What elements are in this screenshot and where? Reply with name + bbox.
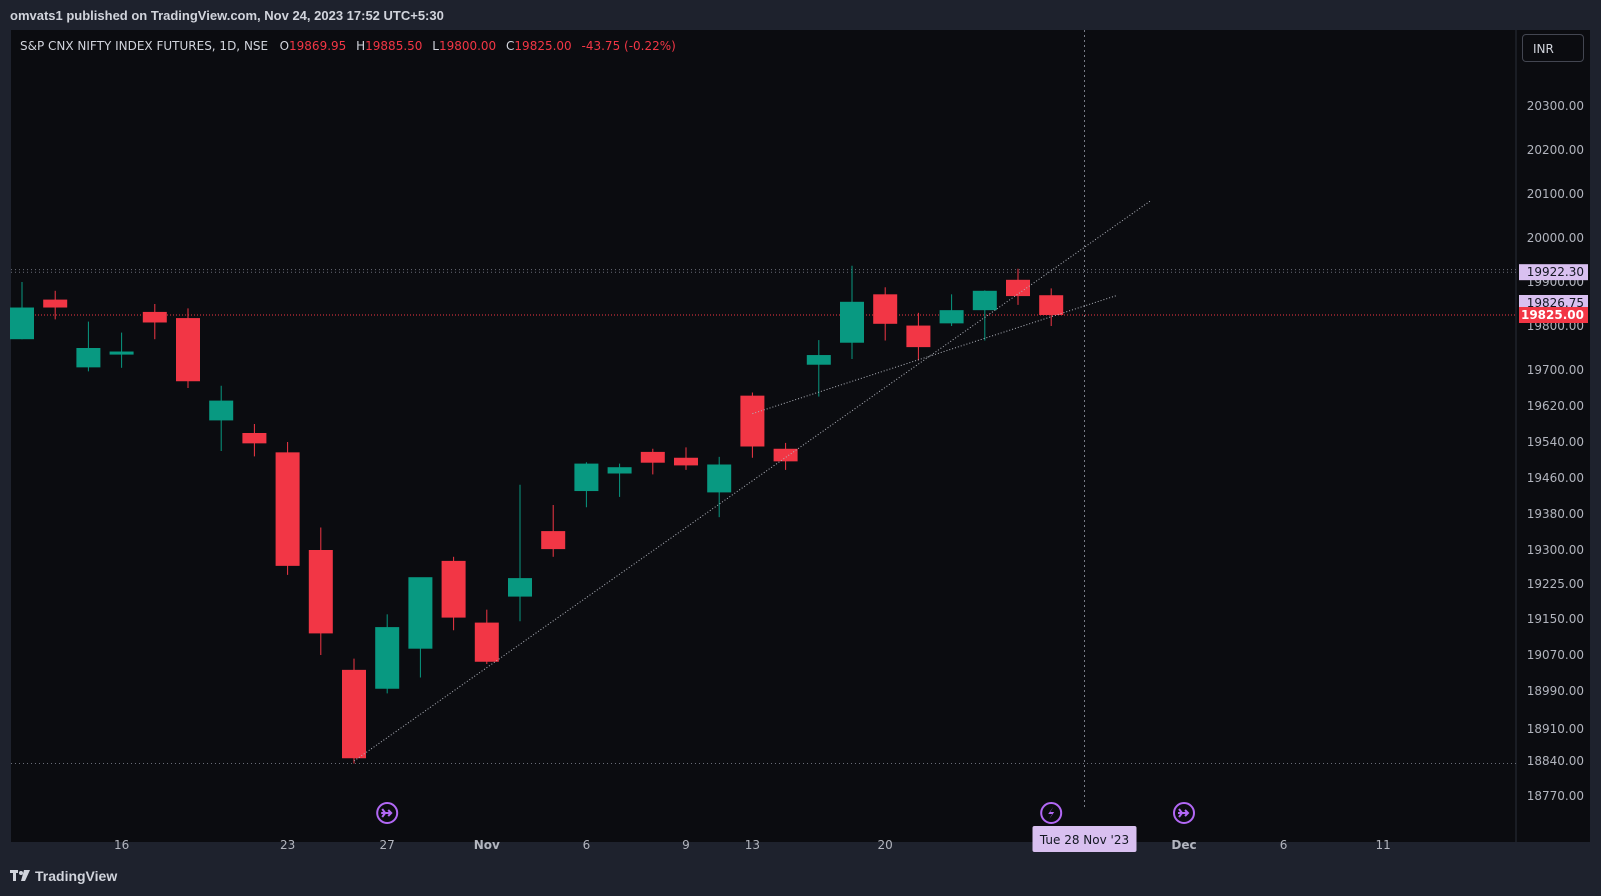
candle-body[interactable] bbox=[275, 452, 300, 566]
candle-body[interactable] bbox=[441, 560, 466, 618]
candle-body[interactable] bbox=[408, 577, 433, 649]
candle-body[interactable] bbox=[806, 355, 831, 365]
candle-body[interactable] bbox=[574, 463, 599, 492]
price-tick-label: 20000.00 bbox=[1527, 231, 1584, 245]
trendline[interactable] bbox=[353, 200, 1152, 762]
tradingview-logo-icon bbox=[10, 870, 30, 881]
candle-body[interactable] bbox=[176, 318, 200, 382]
legend-high: 19885.50 bbox=[365, 39, 423, 53]
lightning-icon[interactable] bbox=[1040, 802, 1063, 824]
candle-body[interactable] bbox=[242, 433, 267, 444]
time-tick-label: 6 bbox=[583, 838, 591, 852]
candle-body[interactable] bbox=[508, 578, 532, 597]
candle-body[interactable] bbox=[873, 294, 898, 324]
legend-open: 19869.95 bbox=[289, 39, 347, 53]
currency-button[interactable]: INR bbox=[1522, 34, 1584, 62]
candle-body[interactable] bbox=[375, 627, 400, 689]
time-tick-label: Dec bbox=[1171, 838, 1196, 852]
candle-body[interactable] bbox=[209, 400, 234, 421]
price-tick-label: 18770.00 bbox=[1527, 789, 1584, 803]
candle-body[interactable] bbox=[342, 669, 366, 759]
candle-body[interactable] bbox=[541, 531, 566, 550]
price-tick-label: 19225.00 bbox=[1527, 577, 1584, 591]
legend-change: -43.75 (-0.22%) bbox=[581, 39, 676, 53]
time-tick-label: 23 bbox=[280, 838, 295, 852]
candle-body[interactable] bbox=[308, 550, 333, 634]
candle-body[interactable] bbox=[773, 448, 798, 462]
candle-body[interactable] bbox=[43, 299, 68, 308]
time-tick-label: 13 bbox=[745, 838, 760, 852]
published-line: omvats1 published on TradingView.com, No… bbox=[10, 8, 444, 23]
split-arrow-icon[interactable] bbox=[376, 802, 399, 824]
time-tick-label: 6 bbox=[1280, 838, 1288, 852]
candle-body[interactable] bbox=[740, 395, 765, 447]
time-tick-label: 9 bbox=[682, 838, 690, 852]
candle-body[interactable] bbox=[906, 325, 931, 348]
price-tick-label: 18990.00 bbox=[1527, 684, 1584, 698]
candle-body[interactable] bbox=[607, 467, 632, 474]
candle-body[interactable] bbox=[939, 310, 964, 324]
price-tick-label: 19380.00 bbox=[1527, 507, 1584, 521]
price-tick-label: 19700.00 bbox=[1527, 363, 1584, 377]
legend-low-label: L bbox=[432, 39, 439, 53]
tradingview-brand[interactable]: TradingView bbox=[10, 868, 117, 884]
candle-body[interactable] bbox=[10, 307, 34, 340]
price-label-text: 19825.00 bbox=[1521, 308, 1584, 322]
candle-body[interactable] bbox=[109, 351, 134, 355]
price-tick-label: 19300.00 bbox=[1527, 543, 1584, 557]
price-tick-label: 19150.00 bbox=[1527, 612, 1584, 626]
candle-body[interactable] bbox=[474, 622, 499, 662]
candle-body[interactable] bbox=[142, 311, 167, 323]
split-arrow-icon[interactable] bbox=[1173, 802, 1195, 824]
price-tick-label: 19460.00 bbox=[1527, 471, 1584, 485]
price-axis[interactable] bbox=[1516, 30, 1590, 808]
legend-close-label: C bbox=[506, 39, 515, 53]
brand-label: TradingView bbox=[35, 868, 118, 884]
time-tick-label: 16 bbox=[114, 838, 129, 852]
crosshair-date-label: Tue 28 Nov '23 bbox=[1039, 833, 1129, 847]
split-arrow-glyph bbox=[1178, 808, 1190, 818]
bottom-bar: TradingView bbox=[0, 858, 1601, 896]
candle-body[interactable] bbox=[674, 457, 698, 466]
lightning-glyph bbox=[1048, 807, 1055, 819]
price-label-tag bbox=[1519, 307, 1588, 323]
candle-body[interactable] bbox=[76, 348, 101, 368]
time-tick-label: 27 bbox=[380, 838, 395, 852]
legend-symbol[interactable]: S&P CNX NIFTY INDEX FUTURES, 1D, NSE bbox=[20, 39, 269, 53]
price-tick-label: 19620.00 bbox=[1527, 399, 1584, 413]
price-tick-label: 19070.00 bbox=[1527, 648, 1584, 662]
price-tick-label: 19540.00 bbox=[1527, 435, 1584, 449]
chart-legend: S&P CNX NIFTY INDEX FUTURES, 1D, NSE O19… bbox=[20, 39, 682, 53]
price-label-tag bbox=[1519, 264, 1588, 281]
time-tick-label: 20 bbox=[878, 838, 893, 852]
candle-body[interactable] bbox=[640, 451, 665, 463]
time-tick-label: 11 bbox=[1376, 838, 1391, 852]
price-label-text: 19826.75 bbox=[1527, 296, 1584, 310]
split-arrow-glyph bbox=[381, 808, 393, 818]
top-bar: omvats1 published on TradingView.com, No… bbox=[0, 0, 1601, 30]
legend-high-label: H bbox=[356, 39, 366, 53]
price-tick-label: 18840.00 bbox=[1527, 754, 1584, 768]
crosshair-date-tag bbox=[1032, 826, 1137, 852]
price-label-text: 19922.30 bbox=[1527, 265, 1584, 279]
time-axis[interactable] bbox=[11, 808, 1590, 842]
legend-low: 19800.00 bbox=[438, 39, 497, 53]
candle-body[interactable] bbox=[972, 290, 997, 311]
time-tick-label: Nov bbox=[474, 838, 500, 852]
price-tick-label: 18910.00 bbox=[1527, 722, 1584, 736]
candle-body[interactable] bbox=[1039, 295, 1064, 315]
price-tick-label: 20100.00 bbox=[1527, 187, 1584, 201]
legend-open-label: O bbox=[279, 39, 290, 53]
candle-body[interactable] bbox=[1006, 279, 1030, 297]
legend-close: 19825.00 bbox=[514, 39, 572, 53]
candle-body[interactable] bbox=[840, 301, 864, 343]
candle-body[interactable] bbox=[707, 464, 732, 493]
price-tick-label: 20200.00 bbox=[1527, 143, 1584, 157]
trendline[interactable] bbox=[752, 294, 1118, 415]
price-tick-label: 20300.00 bbox=[1527, 99, 1584, 113]
